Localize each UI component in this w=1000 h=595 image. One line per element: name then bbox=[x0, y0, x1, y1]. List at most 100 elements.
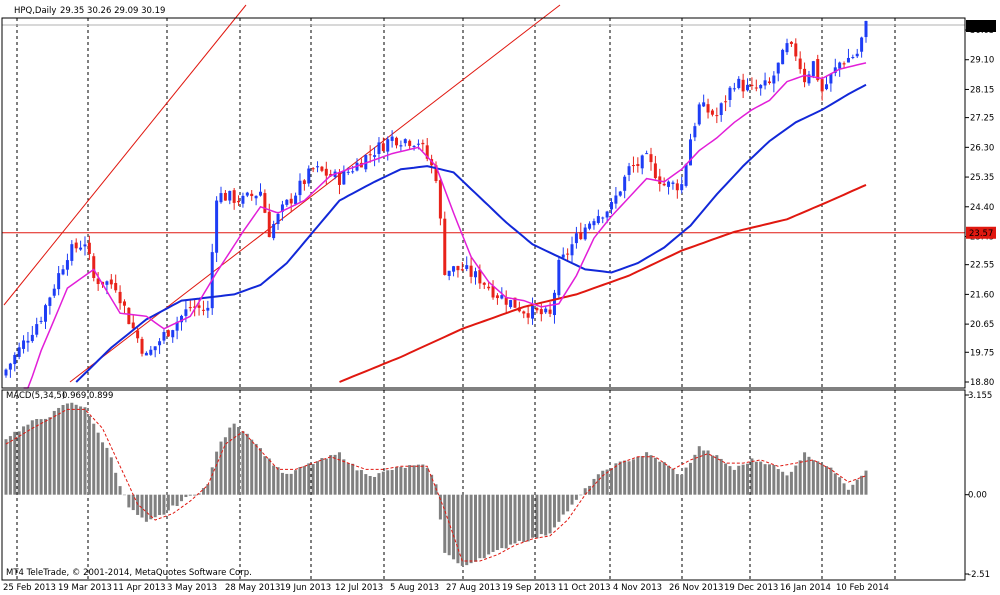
date-tick-label: 3 May 2013 bbox=[167, 583, 217, 593]
candle-body bbox=[592, 221, 596, 226]
macd-bar bbox=[495, 494, 499, 551]
macd-bar bbox=[101, 442, 105, 495]
candle-body bbox=[201, 309, 205, 311]
candle-body bbox=[724, 101, 728, 103]
macd-bar bbox=[746, 463, 750, 495]
macd-bar bbox=[781, 471, 785, 495]
price-pane-frame bbox=[1, 17, 966, 389]
macd-bar bbox=[153, 494, 157, 518]
macd-bar bbox=[517, 494, 521, 541]
candle-body bbox=[702, 102, 706, 107]
macd-bar bbox=[351, 463, 355, 495]
macd-bar bbox=[206, 484, 210, 495]
macd-bar bbox=[144, 494, 148, 522]
macd-bar bbox=[592, 478, 596, 495]
candle-body bbox=[373, 155, 377, 157]
macd-bar bbox=[17, 431, 21, 495]
copyright-text: MT4 TeleTrade, © 2001-2014, MetaQuotes S… bbox=[6, 568, 252, 578]
macd-bar bbox=[30, 420, 34, 495]
macd-bar bbox=[842, 483, 846, 495]
candle-body bbox=[131, 322, 135, 329]
macd-bar bbox=[13, 431, 17, 495]
macd-bar bbox=[838, 477, 842, 495]
macd-bar bbox=[272, 465, 276, 495]
candle-body bbox=[215, 200, 219, 253]
candle-body bbox=[811, 61, 815, 77]
trendline-upper bbox=[3, 4, 247, 306]
macd-bar bbox=[237, 427, 241, 495]
date-tick-label: 27 Aug 2013 bbox=[446, 583, 500, 593]
candle-body bbox=[636, 164, 640, 166]
candle-body bbox=[645, 153, 649, 155]
candle-body bbox=[846, 57, 850, 63]
macd-bar bbox=[846, 489, 850, 495]
macd-bar bbox=[342, 459, 346, 495]
candle-body bbox=[539, 309, 543, 315]
candle-body bbox=[39, 320, 43, 322]
macd-bar bbox=[684, 467, 688, 495]
candle-body bbox=[715, 115, 719, 117]
candle-body bbox=[728, 87, 732, 100]
date-tick-label: 25 Feb 2013 bbox=[3, 583, 56, 593]
candle-body bbox=[767, 81, 771, 84]
candle-body bbox=[17, 347, 21, 357]
macd-bar bbox=[127, 494, 131, 508]
macd-bar bbox=[201, 488, 205, 495]
candle-body bbox=[276, 213, 280, 225]
candle-body bbox=[184, 309, 188, 316]
macd-tick-label: -2.51 bbox=[968, 570, 990, 580]
price-tick-label: 27.25 bbox=[970, 114, 994, 124]
macd-bar bbox=[280, 472, 284, 495]
candle-body bbox=[754, 87, 758, 89]
macd-bar bbox=[702, 450, 706, 495]
macd-bar bbox=[452, 494, 456, 560]
macd-bar bbox=[614, 463, 618, 495]
candle-body bbox=[219, 193, 223, 203]
candle-body bbox=[750, 84, 754, 86]
candle-body bbox=[250, 193, 254, 197]
candle-body bbox=[232, 190, 236, 203]
candle-body bbox=[92, 256, 96, 278]
candle-body bbox=[776, 62, 780, 74]
candle-body bbox=[26, 340, 30, 343]
candle-body bbox=[197, 305, 201, 308]
candle-body bbox=[158, 341, 162, 346]
macd-bar bbox=[601, 470, 605, 495]
macd-bar bbox=[640, 456, 644, 495]
macd-bar bbox=[430, 474, 434, 495]
candle-body bbox=[316, 166, 320, 168]
macd-signal-line bbox=[5, 408, 867, 562]
macd-bar bbox=[719, 458, 723, 495]
macd-bar bbox=[184, 494, 188, 498]
macd-bar bbox=[803, 452, 807, 495]
macd-bar bbox=[566, 494, 570, 512]
macd-bar bbox=[298, 467, 302, 495]
macd-bar bbox=[482, 494, 486, 559]
candle-body bbox=[662, 183, 666, 186]
macd-bar bbox=[188, 494, 192, 496]
macd-bar bbox=[210, 467, 214, 495]
macd-bar bbox=[680, 474, 684, 495]
candle-body bbox=[267, 211, 271, 238]
fast-moving-average bbox=[23, 62, 867, 389]
candle-body bbox=[614, 195, 618, 204]
candle-body bbox=[785, 43, 789, 53]
macd-bar bbox=[425, 467, 429, 495]
candle-body bbox=[741, 79, 745, 92]
macd-bar bbox=[311, 464, 315, 495]
macd-bar bbox=[574, 494, 578, 500]
macd-bar bbox=[570, 494, 574, 505]
candle-body bbox=[127, 307, 131, 325]
date-tick-label: 19 Sep 2013 bbox=[502, 583, 556, 593]
macd-bar bbox=[377, 473, 381, 495]
candle-body bbox=[522, 311, 526, 314]
macd-bar bbox=[223, 437, 227, 495]
candle-body bbox=[74, 242, 78, 249]
macd-bar bbox=[776, 469, 780, 495]
candle-body bbox=[838, 62, 842, 69]
candle-body bbox=[469, 265, 473, 277]
macd-bar bbox=[763, 464, 767, 495]
date-tick-label: 10 Feb 2014 bbox=[836, 583, 889, 593]
candle-body bbox=[416, 143, 420, 145]
